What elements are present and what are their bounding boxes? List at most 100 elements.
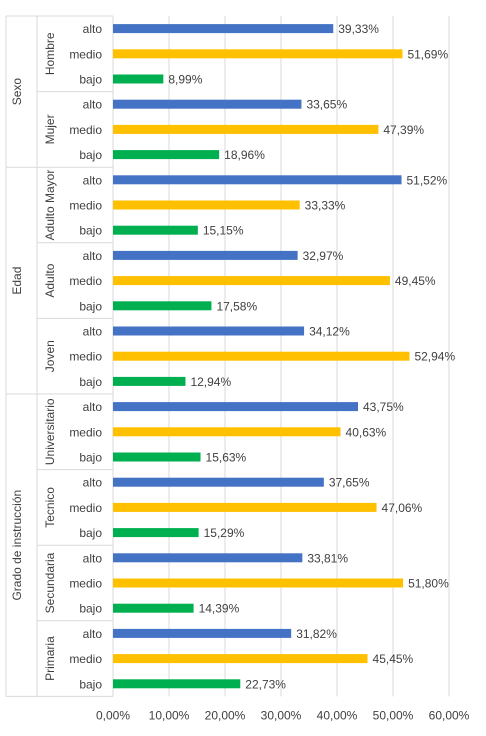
data-label: 40,63% — [346, 425, 387, 439]
level-label: bajo — [79, 526, 102, 540]
bar-alto — [113, 326, 305, 336]
level-label: alto — [83, 325, 103, 339]
level-label: medio — [69, 425, 102, 439]
subgroup-label: Tecnico — [43, 487, 57, 528]
group-label: Grado de instrucción — [10, 490, 24, 601]
bar-medio — [113, 276, 390, 286]
level-label: medio — [69, 501, 102, 515]
data-label: 52,94% — [414, 350, 455, 364]
bar-medio — [113, 49, 403, 59]
data-label: 18,96% — [224, 148, 265, 162]
data-label: 33,33% — [305, 199, 346, 213]
subgroup-label: Hombre — [43, 32, 57, 75]
data-label: 34,12% — [309, 325, 350, 339]
data-label: 12,94% — [190, 375, 231, 389]
level-label: alto — [83, 627, 103, 641]
level-label: alto — [83, 476, 103, 490]
bar-bajo — [113, 528, 199, 538]
level-label: alto — [83, 22, 103, 36]
level-label: medio — [69, 199, 102, 213]
level-label: alto — [83, 98, 103, 112]
data-label: 51,69% — [407, 47, 448, 61]
level-label: bajo — [79, 451, 102, 465]
data-label: 22,73% — [245, 677, 286, 691]
category-labels: alto medio bajo Hombre alto medio bajo Mujer Sex… — [10, 22, 102, 691]
data-label: 15,63% — [206, 451, 247, 465]
subgroup-label: Adulto Mayor — [43, 170, 57, 241]
x-tick-label: 50,00% — [373, 708, 414, 722]
data-label: 37,65% — [329, 476, 370, 490]
data-label: 8,99% — [168, 73, 202, 87]
data-label: 39,33% — [338, 22, 379, 36]
group-label: Edad — [10, 267, 24, 295]
x-axis-ticks: 0,00% 10,00% 20,00% 30,00% 40,00% 50,00% 60,00… — [96, 708, 470, 722]
bar-bajo — [113, 74, 164, 84]
data-label: 33,65% — [306, 98, 347, 112]
data-label: 31,82% — [296, 627, 337, 641]
level-label: medio — [69, 47, 102, 61]
level-label: bajo — [79, 677, 102, 691]
level-label: medio — [69, 123, 102, 137]
data-label: 49,45% — [395, 274, 436, 288]
bar-bajo — [113, 452, 201, 462]
level-label: medio — [69, 652, 102, 666]
data-labels: 39,33% 51,69% 8,99% 33,65% 47,39% 18,96% 51,52… — [168, 22, 455, 691]
bar-bajo — [113, 376, 186, 386]
bar-alto — [113, 553, 303, 563]
bar-medio — [113, 200, 300, 210]
level-label: bajo — [79, 148, 102, 162]
level-label: bajo — [79, 602, 102, 616]
subgroup-label: Mujer — [43, 114, 57, 144]
bar-bajo — [113, 150, 220, 160]
data-label: 51,52% — [407, 173, 448, 187]
bar-bajo — [113, 679, 241, 689]
level-label: alto — [83, 551, 103, 565]
x-tick-label: 60,00% — [429, 708, 470, 722]
subgroup-label: Joven — [43, 340, 57, 372]
data-label: 32,97% — [303, 249, 344, 263]
bar-medio — [113, 578, 404, 588]
data-label: 47,06% — [382, 501, 423, 515]
x-tick-label: 0,00% — [96, 708, 130, 722]
bar-bajo — [113, 603, 194, 613]
level-label: bajo — [79, 224, 102, 238]
data-label: 47,39% — [383, 123, 424, 137]
data-label: 43,75% — [363, 400, 404, 414]
x-tick-label: 10,00% — [149, 708, 190, 722]
bar-alto — [113, 24, 334, 34]
bar-alto — [113, 175, 402, 185]
subgroup-label: Universitario — [43, 398, 57, 465]
bar-alto — [113, 402, 358, 412]
level-label: alto — [83, 400, 103, 414]
level-label: medio — [69, 577, 102, 591]
data-label: 17,58% — [216, 299, 257, 313]
bar-bajo — [113, 301, 212, 311]
level-label: bajo — [79, 299, 102, 313]
level-label: alto — [83, 249, 103, 263]
bar-medio — [113, 351, 410, 361]
level-label: bajo — [79, 73, 102, 87]
bars — [113, 24, 410, 689]
data-label: 14,39% — [199, 602, 240, 616]
bar-alto — [113, 477, 324, 487]
level-label: bajo — [79, 375, 102, 389]
group-label: Sexo — [10, 78, 24, 106]
data-label: 45,45% — [373, 652, 414, 666]
subgroup-label: Primaria — [43, 636, 57, 681]
bar-alto — [113, 250, 298, 260]
bar-medio — [113, 427, 341, 437]
level-label: medio — [69, 274, 102, 288]
x-tick-label: 30,00% — [261, 708, 302, 722]
bar-alto — [113, 628, 292, 638]
category-separators — [5, 15, 114, 697]
data-label: 51,80% — [408, 577, 449, 591]
data-label: 15,15% — [203, 224, 244, 238]
bar-medio — [113, 502, 377, 512]
bar-medio — [113, 124, 379, 134]
bar-alto — [113, 99, 302, 109]
data-label: 15,29% — [204, 526, 245, 540]
level-label: medio — [69, 350, 102, 364]
level-label: alto — [83, 173, 103, 187]
subgroup-label: Adulto — [43, 263, 57, 297]
